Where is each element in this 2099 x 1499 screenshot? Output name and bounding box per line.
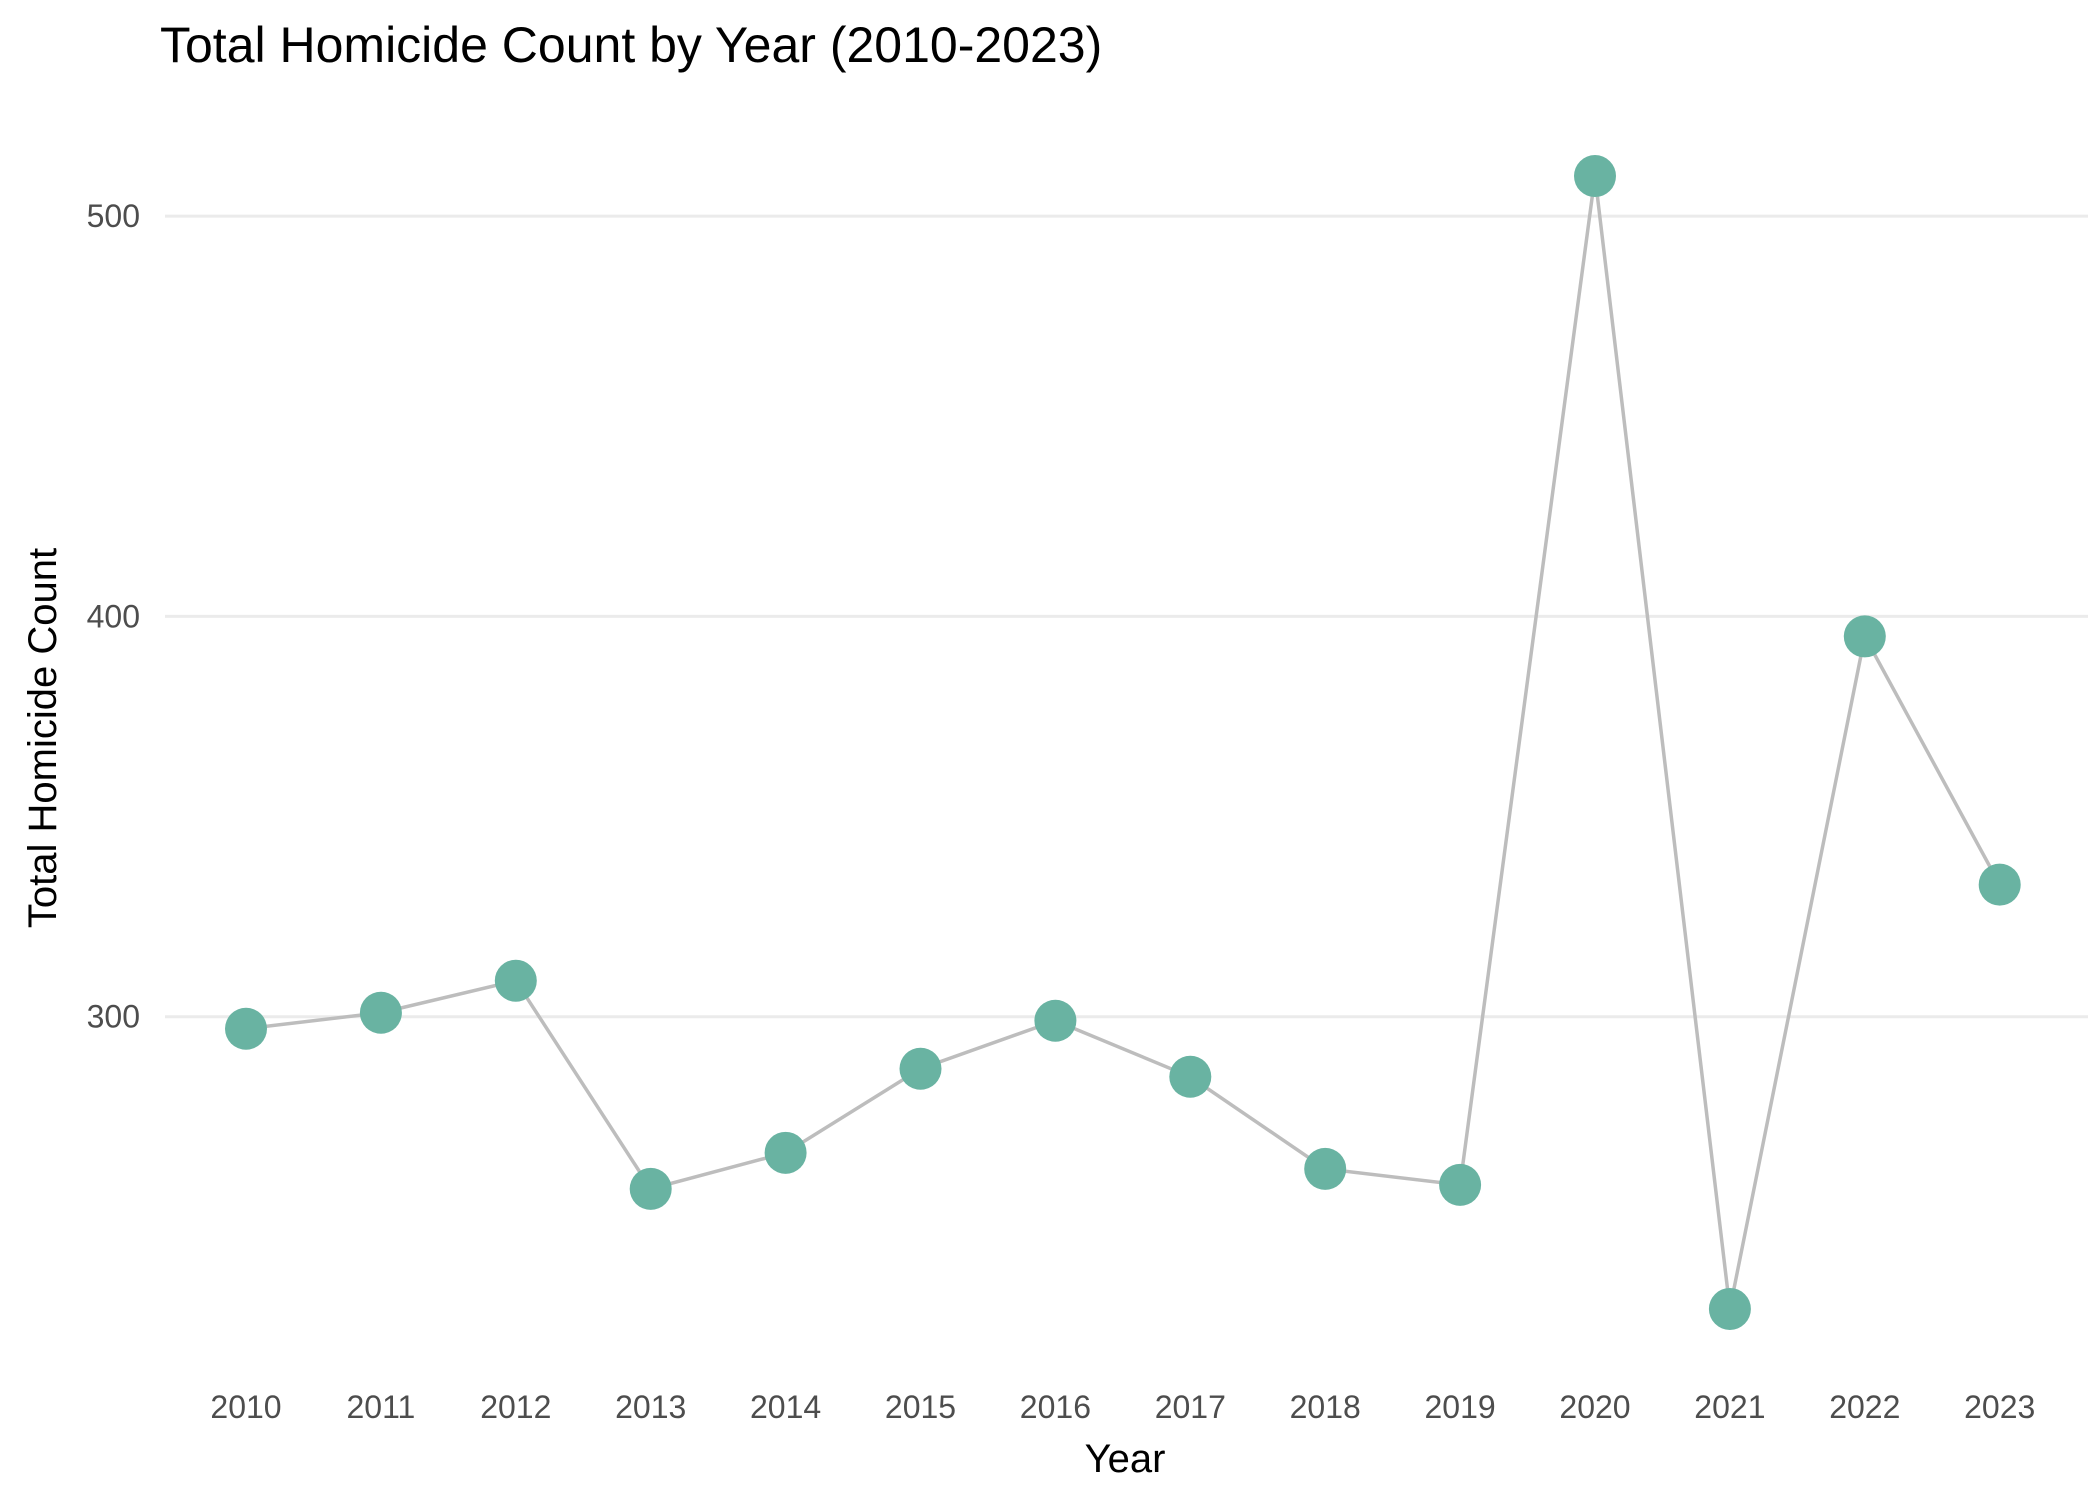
data-point-2018	[1304, 1147, 1347, 1190]
x-tick-label: 2010	[210, 1389, 281, 1425]
x-tick-label: 2016	[1020, 1389, 1091, 1425]
x-tick-label: 2012	[480, 1389, 551, 1425]
data-points	[225, 155, 2021, 1330]
x-tick-label: 2022	[1829, 1389, 1900, 1425]
data-point-2017	[1169, 1055, 1212, 1098]
data-point-2023	[1978, 863, 2021, 906]
y-tick-label: 300	[87, 999, 140, 1035]
x-tick-label: 2023	[1964, 1389, 2035, 1425]
x-tick-label: 2018	[1290, 1389, 1361, 1425]
data-point-2019	[1439, 1163, 1482, 1206]
data-point-2020	[1574, 155, 1616, 198]
y-axis-ticks: 300 400 500	[87, 198, 140, 1035]
data-point-2014	[764, 1131, 807, 1174]
x-tick-label: 2013	[615, 1389, 686, 1425]
data-point-2011	[359, 991, 402, 1034]
x-tick-label: 2020	[1559, 1389, 1630, 1425]
data-point-2012	[494, 959, 537, 1002]
x-tick-label: 2014	[750, 1389, 821, 1425]
x-tick-label: 2019	[1425, 1389, 1496, 1425]
series-line	[245, 175, 2002, 1310]
y-axis-title: Total Homicide Count	[21, 548, 65, 928]
x-tick-label: 2017	[1155, 1389, 1226, 1425]
x-tick-label: 2021	[1694, 1389, 1765, 1425]
data-point-2016	[1034, 999, 1077, 1042]
data-point-2013	[629, 1167, 672, 1210]
y-tick-label: 500	[87, 198, 140, 234]
x-tick-label: 2011	[346, 1389, 415, 1425]
data-point-2015	[899, 1047, 942, 1090]
x-axis-title: Year	[1085, 1437, 1166, 1481]
data-point-2010	[225, 1007, 267, 1050]
data-point-2021	[1708, 1287, 1751, 1330]
chart-title: Total Homicide Count by Year (2010-2023)	[160, 17, 1102, 73]
data-point-2022	[1843, 615, 1886, 658]
gridlines	[165, 214, 2088, 1019]
y-tick-label: 400	[87, 598, 140, 634]
x-tick-label: 2015	[885, 1389, 956, 1425]
x-axis-ticks: 2010 2011 2012 2013 2014 2015 2016 2017 2018 2019…	[210, 1389, 2035, 1425]
